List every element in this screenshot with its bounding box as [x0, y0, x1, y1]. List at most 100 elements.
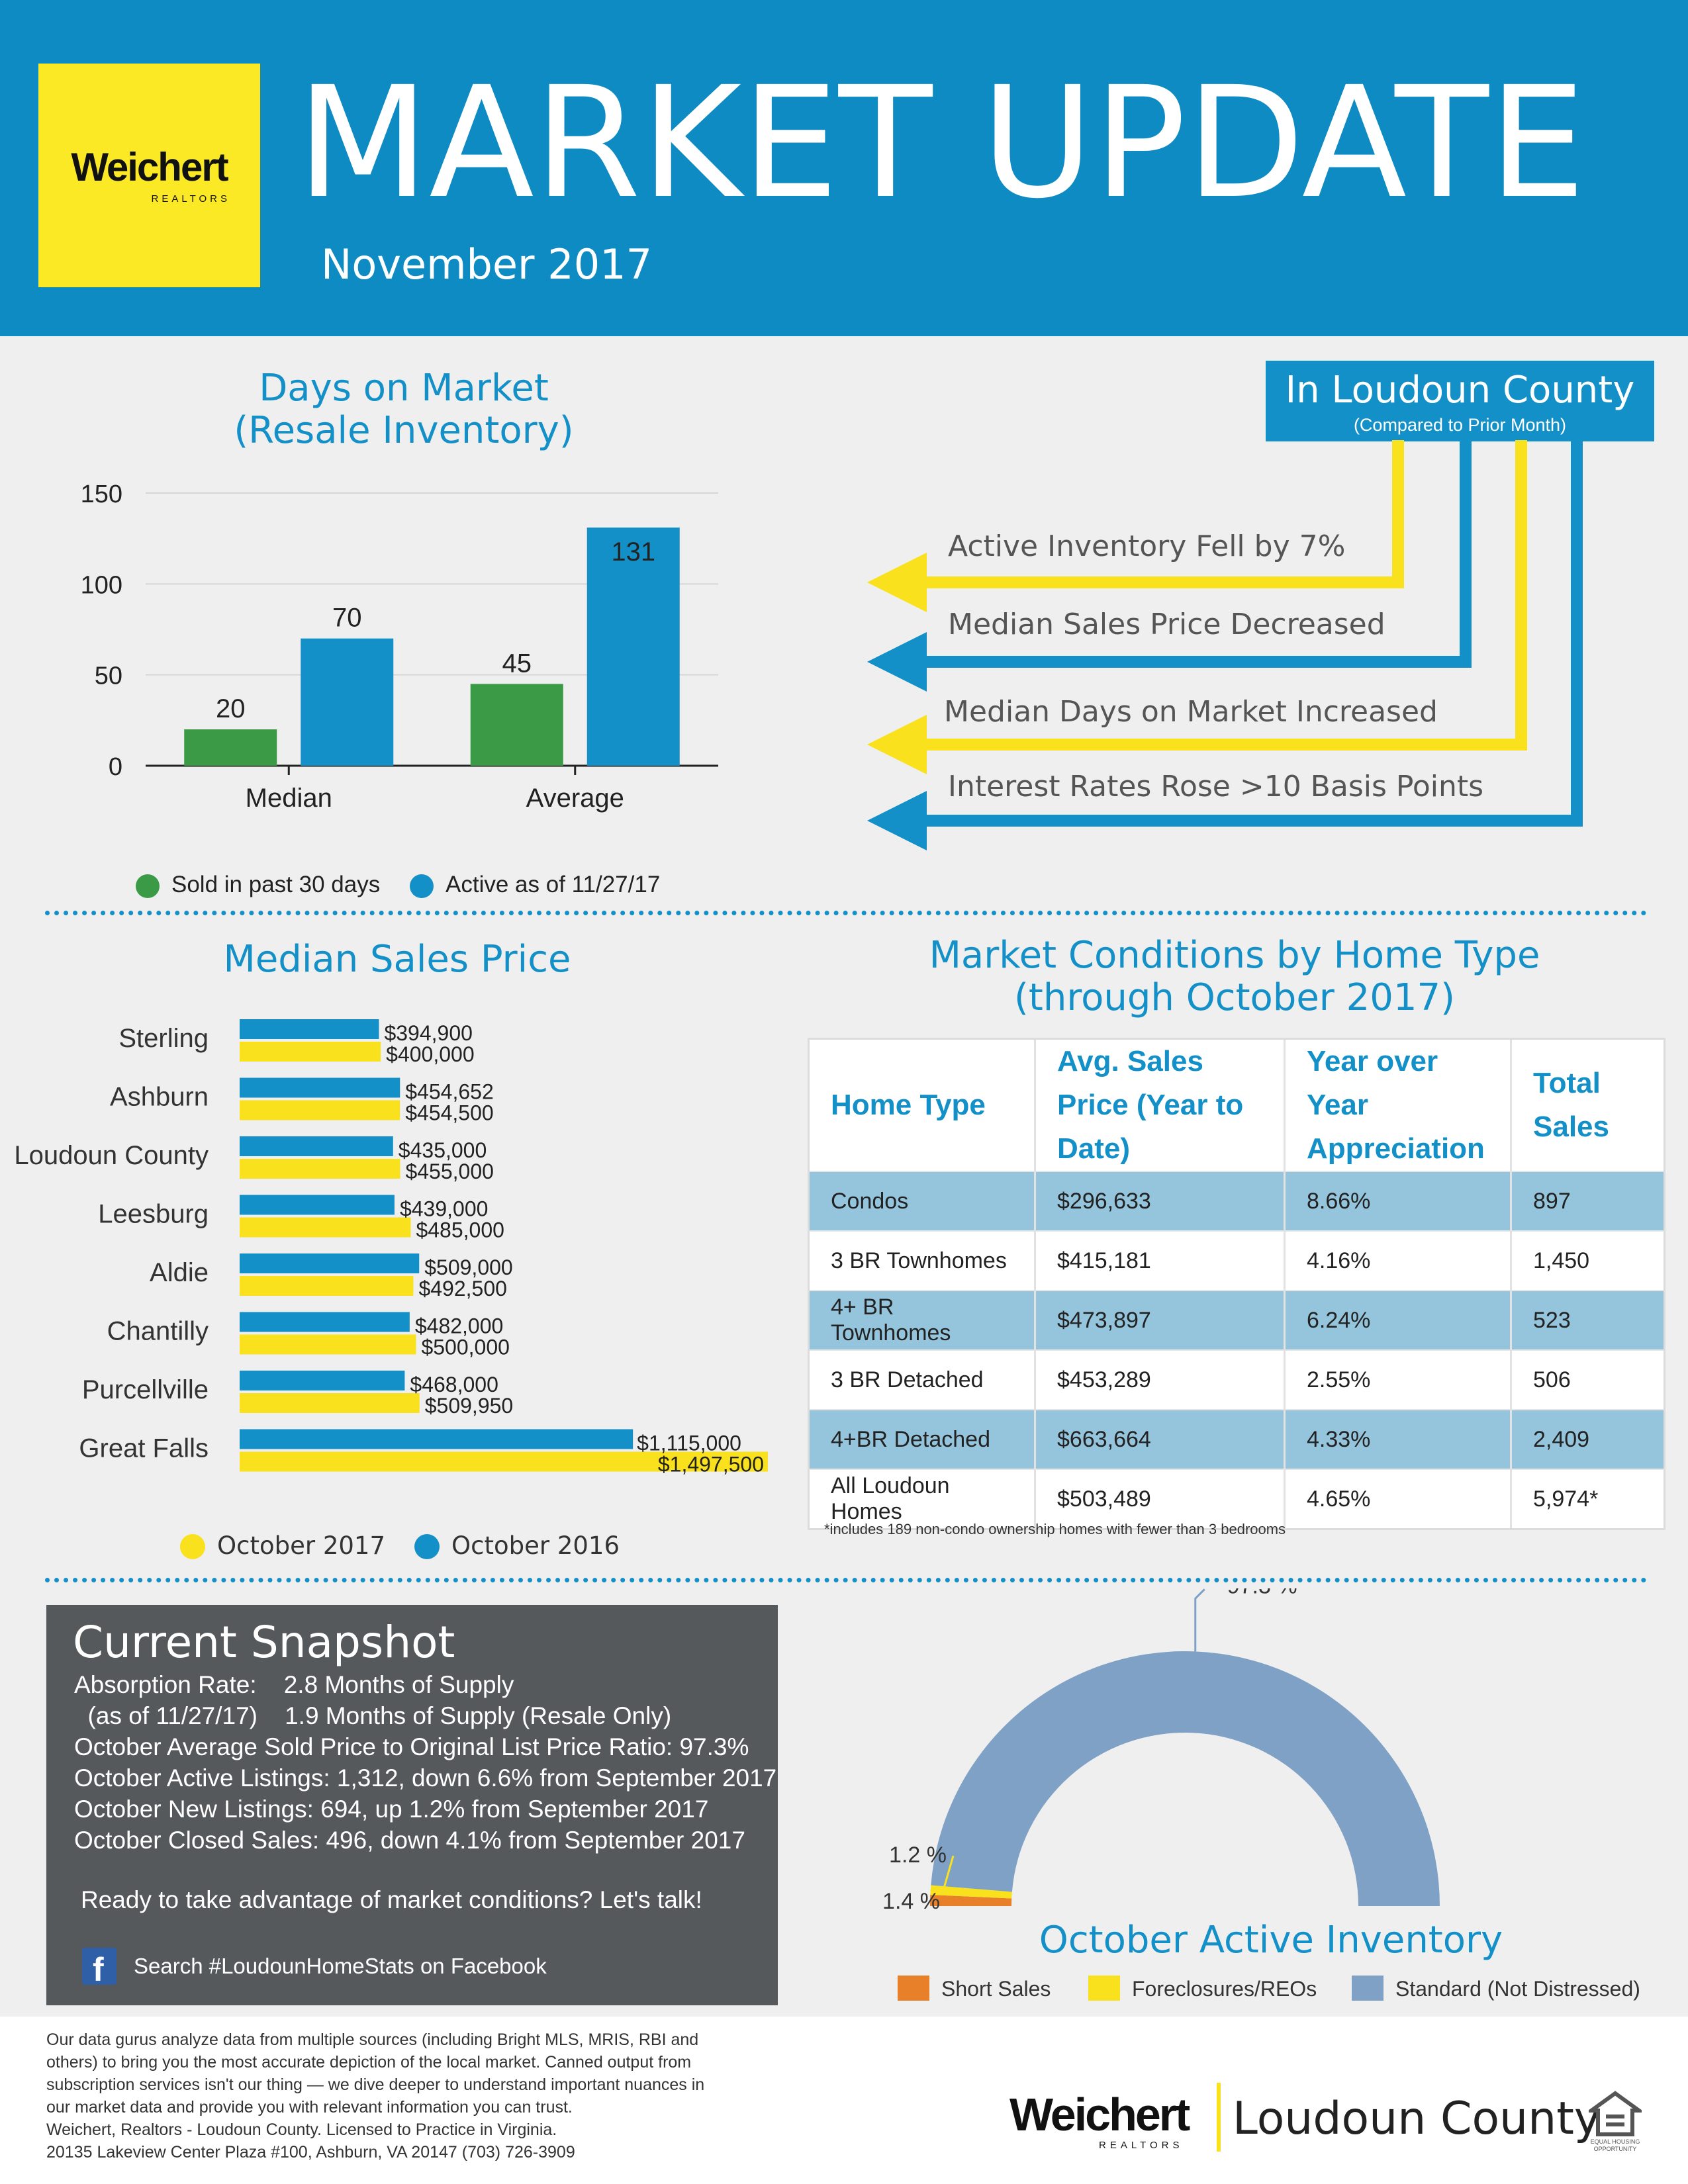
- bar-oct-2016: [240, 1429, 633, 1449]
- footer: Our data gurus analyze data from multipl…: [0, 2017, 1688, 2184]
- data-label-oct-2017: $485,000: [416, 1218, 504, 1242]
- table-footnote: *includes 189 non-condo ownership homes …: [824, 1521, 1286, 1537]
- snapshot-line: (as of 11/27/17) 1.9 Months of Supply (R…: [74, 1702, 672, 1729]
- days-on-market-legend: Sold in past 30 days Active as of 11/27/…: [136, 870, 731, 903]
- data-label-oct-2016: $468,000: [410, 1373, 498, 1396]
- city-label: Chantilly: [107, 1317, 209, 1346]
- legend-label-short-sales: Short Sales: [941, 1977, 1051, 2001]
- report-date: November 2017: [321, 240, 653, 289]
- facebook-f-glyph: f: [93, 1951, 104, 1988]
- city-label: Sterling: [118, 1024, 209, 1053]
- legend-label-oct-2017: October 2017: [217, 1531, 385, 1560]
- days-on-market-title-line2: (Resale Inventory): [234, 409, 574, 453]
- arrow-head-rates: [867, 791, 927, 850]
- legend-label-active: Active as of 11/27/17: [445, 872, 661, 897]
- footer-line: subscription services isn't our thing — …: [46, 2075, 705, 2094]
- header-avg-price: Avg. Sales Price (Year to Date): [1035, 1040, 1286, 1171]
- arrow-head-price: [867, 632, 927, 692]
- data-label-standard: 97.3 %: [1227, 1588, 1297, 1598]
- snapshot-line: October Active Listings: 1,312, down 6.6…: [74, 1764, 777, 1792]
- arrow-line-price: [907, 440, 1472, 668]
- data-label: 131: [611, 537, 655, 567]
- logo-wordmark: Weichert: [71, 145, 228, 189]
- table-header-row: Home Type Avg. Sales Price (Year to Date…: [810, 1040, 1664, 1171]
- data-label-oct-2016: $394,900: [384, 1021, 472, 1045]
- bar-oct-2016: [240, 1253, 420, 1273]
- data-label: 20: [216, 694, 246, 723]
- data-label-oct-2016: $435,000: [399, 1138, 487, 1162]
- arrow-head-dom: [867, 715, 927, 774]
- city-label: Ashburn: [110, 1083, 209, 1112]
- inventory-legend: Short Sales Foreclosures/REOs Standard (…: [898, 1976, 1652, 2005]
- loudoun-county-subtitle: (Compared to Prior Month): [1353, 415, 1567, 435]
- cell-avg-price: $663,664: [1035, 1409, 1286, 1469]
- donut-slice: [931, 1651, 1440, 1906]
- bar-oct-2016: [240, 1195, 395, 1215]
- days-on-market-chart: 0 50 100 150 Median 20 70 Average 45 131: [81, 480, 718, 813]
- bar: [184, 729, 277, 766]
- cell-home-type: 3 BR Townhomes: [810, 1230, 1036, 1291]
- legend-swatch-active: [410, 874, 434, 898]
- header-total-sales: Total Sales: [1533, 1067, 1609, 1143]
- equal-housing-icon: EQUAL HOUSING OPPORTUNITY: [1585, 2091, 1646, 2156]
- cell-avg-price: $296,633: [1035, 1171, 1286, 1231]
- arrow-line-inventory: [907, 440, 1404, 588]
- bar-oct-2016: [240, 1019, 379, 1039]
- cell-home-type: 3 BR Detached: [810, 1349, 1036, 1410]
- cell-appreciation: 2.55%: [1284, 1349, 1512, 1410]
- legend-swatch-foreclosures: [1088, 1976, 1120, 2001]
- bar-oct-2017: [240, 1393, 420, 1413]
- days-on-market-title-line1: Days on Market: [259, 367, 549, 410]
- footer-disclaimer: Our data gurus analyze data from multipl…: [46, 2028, 704, 2163]
- legend-swatch-sold: [136, 874, 160, 898]
- current-snapshot-panel: Current Snapshot Absorption Rate: 2.8 Mo…: [46, 1605, 778, 2005]
- city-label: Aldie: [150, 1258, 209, 1287]
- logo-subtext: REALTORS: [151, 193, 230, 205]
- data-label-oct-2016: $482,000: [415, 1314, 503, 1338]
- legend-label-foreclosures: Foreclosures/REOs: [1132, 1977, 1317, 2001]
- legend-swatch-short-sales: [898, 1976, 929, 2001]
- weichert-logo[interactable]: Weichert REALTORS: [38, 64, 260, 287]
- page-title: MARKET UPDATE: [297, 54, 1586, 232]
- header-home-type: Home Type: [810, 1040, 1036, 1171]
- bar-oct-2017: [240, 1042, 381, 1062]
- table-row: 3 BR Detached $453,289 2.55% 506: [810, 1349, 1664, 1410]
- october-active-inventory-title: October Active Inventory: [1039, 1919, 1503, 1962]
- data-label-oct-2016: $509,000: [424, 1255, 512, 1279]
- market-conditions-table-wrap: Home Type Avg. Sales Price (Year to Date…: [808, 1038, 1665, 1530]
- bar-oct-2017: [240, 1276, 414, 1296]
- median-sales-price-legend: October 2017 October 2016: [180, 1529, 710, 1562]
- footer-brand[interactable]: Weichert: [1009, 2089, 1190, 2140]
- loudoun-county-title: In Loudoun County: [1285, 369, 1635, 412]
- y-tick-label: 150: [81, 480, 122, 508]
- loudoun-item-rates: Interest Rates Rose >10 Basis Points: [948, 770, 1484, 803]
- footer-line: 20135 Lakeview Center Plaza #100, Ashbur…: [46, 2143, 575, 2161]
- data-label-oct-2017: $400,000: [386, 1042, 474, 1066]
- arrow-head-inventory: [867, 553, 927, 612]
- snapshot-title: Current Snapshot: [73, 1617, 455, 1668]
- data-label: 70: [332, 604, 362, 633]
- cell-home-type: All Loudoun Homes: [810, 1469, 1036, 1528]
- header-appreciation: Year over Year Appreciation: [1284, 1040, 1512, 1171]
- cell-appreciation: 4.16%: [1284, 1230, 1512, 1291]
- days-on-market-title: Days on Market (Resale Inventory): [152, 367, 655, 453]
- bar-oct-2017: [240, 1100, 400, 1120]
- cell-home-type: Condos: [810, 1171, 1036, 1231]
- snapshot-line: October Average Sold Price to Original L…: [74, 1733, 749, 1760]
- bar: [301, 638, 394, 766]
- facebook-icon[interactable]: f: [82, 1948, 117, 1988]
- arrow-line-rates: [907, 440, 1583, 827]
- x-tick-label: Median: [246, 784, 332, 813]
- cell-total-sales: 5,974*: [1511, 1469, 1664, 1528]
- city-label: Great Falls: [79, 1434, 209, 1463]
- bar-oct-2016: [240, 1312, 410, 1332]
- snapshot-line: October Closed Sales: 496, down 4.1% fro…: [74, 1827, 745, 1854]
- cell-appreciation: 6.24%: [1284, 1290, 1512, 1350]
- leader-line-standard: [1194, 1588, 1205, 1652]
- footer-line: our market data and provide you with rel…: [46, 2098, 573, 2116]
- bar-oct-2017: [240, 1334, 416, 1355]
- market-conditions-title-line1: Market Conditions by Home Type: [929, 934, 1540, 977]
- legend-swatch-oct-2017: [180, 1534, 205, 1559]
- bar-oct-2016: [240, 1077, 400, 1098]
- city-label: Leesburg: [98, 1200, 209, 1229]
